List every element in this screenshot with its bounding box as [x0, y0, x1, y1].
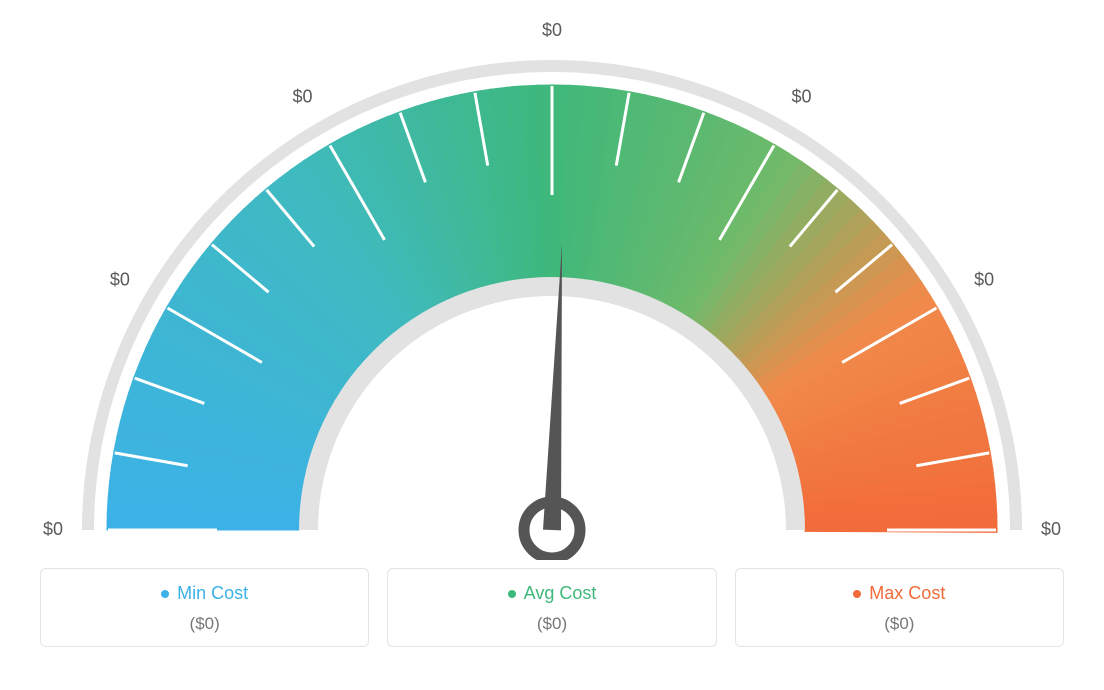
svg-text:$0: $0 — [43, 519, 63, 539]
svg-text:$0: $0 — [1041, 519, 1061, 539]
legend-label-min: Min Cost — [177, 583, 248, 604]
legend-dot-min — [161, 590, 169, 598]
legend-dot-max — [853, 590, 861, 598]
legend-label-max: Max Cost — [869, 583, 945, 604]
svg-text:$0: $0 — [791, 87, 811, 107]
gauge-cost-widget: $0 $0 $0 $0 $0 $0 $0 Min Cost ($0) Avg Cost ($… — [0, 0, 1104, 690]
legend-value-avg: ($0) — [398, 614, 705, 634]
legend-row: Min Cost ($0) Avg Cost ($0) Max Cost ($0… — [40, 568, 1064, 647]
legend-value-max: ($0) — [746, 614, 1053, 634]
gauge-svg: $0 $0 $0 $0 $0 $0 $0 — [0, 0, 1104, 560]
gauge-chart: $0 $0 $0 $0 $0 $0 $0 — [0, 0, 1104, 560]
legend-card-min: Min Cost ($0) — [40, 568, 369, 647]
legend-title-min: Min Cost — [161, 583, 248, 604]
svg-text:$0: $0 — [542, 20, 562, 40]
svg-text:$0: $0 — [292, 87, 312, 107]
legend-value-min: ($0) — [51, 614, 358, 634]
legend-title-max: Max Cost — [853, 583, 945, 604]
svg-text:$0: $0 — [974, 269, 994, 289]
legend-card-max: Max Cost ($0) — [735, 568, 1064, 647]
legend-card-avg: Avg Cost ($0) — [387, 568, 716, 647]
legend-dot-avg — [508, 590, 516, 598]
legend-label-avg: Avg Cost — [524, 583, 597, 604]
svg-text:$0: $0 — [110, 269, 130, 289]
legend-title-avg: Avg Cost — [508, 583, 597, 604]
